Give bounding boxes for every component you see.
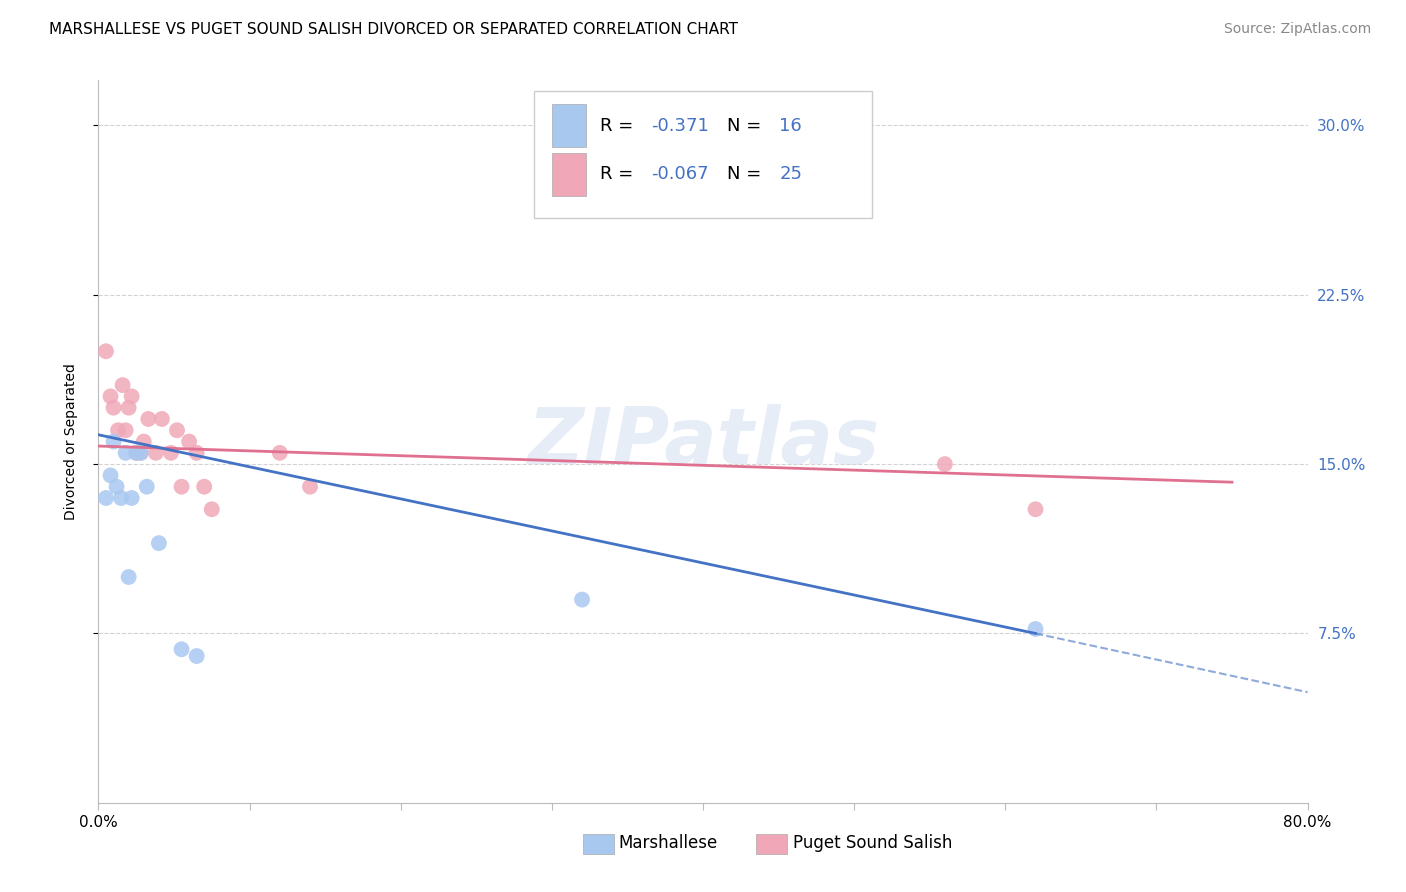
Text: N =: N = [727,117,768,135]
Point [121,491,143,505]
Point [269,446,291,460]
Text: 25: 25 [779,165,803,183]
Point [135,480,157,494]
Text: Marshallese: Marshallese [619,834,718,852]
Point [129,446,152,460]
Point [125,446,148,460]
Point [201,502,224,516]
Point [136,412,159,426]
Point [94,491,117,505]
Y-axis label: Divorced or Separated: Divorced or Separated [63,363,77,520]
Point [105,480,128,494]
Point [186,446,208,460]
Point [118,570,141,584]
Point [170,480,193,494]
Point [132,434,155,449]
Text: -0.067: -0.067 [651,165,709,183]
Point [107,423,129,437]
Text: R =: R = [600,117,640,135]
Point [114,423,136,437]
Text: R =: R = [600,165,640,183]
Point [110,491,132,505]
Text: 16: 16 [779,117,801,135]
Text: Puget Sound Salish: Puget Sound Salish [793,834,952,852]
FancyBboxPatch shape [551,153,586,196]
Text: Source: ZipAtlas.com: Source: ZipAtlas.com [1223,22,1371,37]
Point [186,648,208,663]
Point [148,536,170,550]
Text: ZIPatlas: ZIPatlas [527,403,879,480]
Point [121,389,143,403]
Point [150,412,173,426]
Point [145,446,167,460]
FancyBboxPatch shape [551,104,586,147]
Point [1024,502,1046,516]
Point [103,401,125,415]
Point [100,468,122,483]
Point [179,434,201,449]
Point [125,446,148,460]
Point [160,446,183,460]
Point [118,401,141,415]
Text: N =: N = [727,165,768,183]
Point [170,642,193,657]
Point [103,434,125,449]
Point [571,592,593,607]
Point [129,446,152,460]
Point [934,457,956,471]
Point [100,389,122,403]
Point [1024,622,1046,636]
Text: -0.371: -0.371 [651,117,709,135]
Point [166,423,188,437]
Text: MARSHALLESE VS PUGET SOUND SALISH DIVORCED OR SEPARATED CORRELATION CHART: MARSHALLESE VS PUGET SOUND SALISH DIVORC… [49,22,738,37]
Point [94,344,117,359]
Point [111,378,134,392]
Point [193,480,215,494]
FancyBboxPatch shape [534,91,872,218]
Point [299,480,322,494]
Point [114,446,136,460]
